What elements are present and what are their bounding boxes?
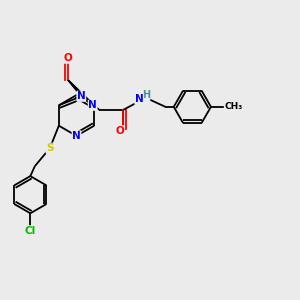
Text: N: N (72, 131, 81, 141)
Text: N: N (77, 91, 86, 101)
Text: H: H (142, 90, 150, 100)
Text: CH₃: CH₃ (224, 102, 243, 111)
Text: Cl: Cl (25, 226, 36, 236)
Text: N: N (88, 100, 97, 110)
Text: N: N (135, 94, 144, 104)
Text: O: O (64, 53, 72, 63)
Text: O: O (116, 126, 124, 136)
Text: S: S (46, 143, 54, 153)
